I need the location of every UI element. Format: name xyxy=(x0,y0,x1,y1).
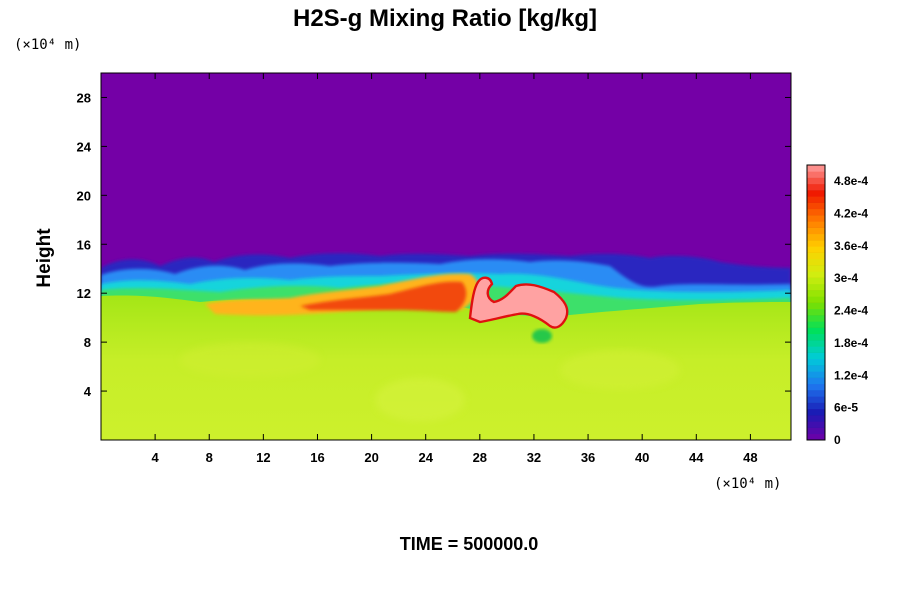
colorbar-segment xyxy=(807,346,825,353)
colorbar-segment xyxy=(807,258,825,266)
y-axis-unit-label: (×10⁴ m) xyxy=(14,37,81,53)
colorbar-segment xyxy=(807,402,825,410)
colorbar-segment xyxy=(807,302,825,310)
colorbar-frame xyxy=(806,164,826,441)
y-tick-label: 24 xyxy=(77,139,92,154)
colorbar: 0 6e-5 1.2e-4 1.8e-4 2.4e-4 3e-4 3.6e-4 4.2e-4 4… xyxy=(806,164,868,447)
x-tick-label: 28 xyxy=(473,450,487,465)
plot-frame xyxy=(100,72,792,441)
colorbar-segment xyxy=(807,390,825,397)
colorbar-segment xyxy=(807,408,825,416)
lower-atmosphere-region xyxy=(101,295,791,440)
x-tick-label: 32 xyxy=(527,450,541,465)
colorbar-segment xyxy=(807,427,825,435)
y-tick-label: 16 xyxy=(77,237,91,252)
colorbar-segment xyxy=(807,296,825,303)
y-tick-label: 20 xyxy=(77,188,91,203)
pink-plume xyxy=(468,276,569,329)
colorbar-segment xyxy=(807,365,825,372)
x-tick-label: 48 xyxy=(743,450,757,465)
colorbar-segment xyxy=(807,177,825,185)
colorbar-segment xyxy=(807,308,825,316)
y-axis-ticks: 4 8 12 16 20 24 28 xyxy=(77,90,791,399)
colorbar-tick-label: 2.4e-4 xyxy=(834,304,868,318)
colorbar-tick-label: 1.2e-4 xyxy=(834,368,868,382)
colorbar-segment xyxy=(807,165,825,172)
x-tick-label: 4 xyxy=(152,450,160,465)
colorbar-segment xyxy=(807,202,825,210)
colorbar-segment xyxy=(807,183,825,191)
colorbar-segment xyxy=(807,240,825,247)
colorbar-tick-label: 3.6e-4 xyxy=(834,239,868,253)
colorbar-segment xyxy=(807,233,825,241)
x-tick-label: 20 xyxy=(364,450,378,465)
colorbar-segment xyxy=(807,415,825,422)
colorbar-segment xyxy=(807,271,825,278)
colorbar-segment xyxy=(807,246,825,253)
colorbar-segment xyxy=(807,358,825,366)
x-tick-label: 44 xyxy=(689,450,704,465)
colorbar-segment xyxy=(807,421,825,428)
colorbar-segment xyxy=(807,221,825,228)
colorbar-segment xyxy=(807,265,825,272)
colorbar-segment xyxy=(807,371,825,378)
colorbar-segment xyxy=(807,396,825,403)
colorbar-segment xyxy=(807,252,825,260)
colorbar-segment xyxy=(807,190,825,197)
colorbar-segment xyxy=(807,215,825,222)
x-tick-label: 8 xyxy=(206,450,213,465)
colorbar-segment xyxy=(807,227,825,235)
colorbar-segment xyxy=(807,315,825,322)
colorbar-tick-label: 4.2e-4 xyxy=(834,207,868,221)
time-label: TIME = 500000.0 xyxy=(400,534,539,554)
chart-title: H2S-g Mixing Ratio [kg/kg] xyxy=(293,5,597,32)
colorbar-tick-label: 3e-4 xyxy=(834,271,858,285)
x-tick-label: 16 xyxy=(310,450,324,465)
colorbar-segment xyxy=(807,208,825,216)
colorbar-segment xyxy=(807,327,825,335)
y-tick-label: 8 xyxy=(84,335,91,350)
colorbar-segment xyxy=(807,383,825,391)
x-axis-unit-label: (×10⁴ m) xyxy=(714,476,781,492)
colorbar-segment xyxy=(807,377,825,385)
x-axis-ticks: 4 8 12 16 20 24 28 32 36 40 44 48 xyxy=(152,73,758,465)
colorbar-segment xyxy=(807,352,825,360)
colorbar-segment xyxy=(807,277,825,285)
x-tick-label: 12 xyxy=(256,450,270,465)
x-tick-label: 36 xyxy=(581,450,595,465)
y-tick-label: 12 xyxy=(77,286,91,301)
y-axis-title: Height xyxy=(34,228,55,288)
colorbar-segment xyxy=(807,171,825,178)
colorbar-tick-label: 4.8e-4 xyxy=(834,174,868,188)
y-tick-label: 4 xyxy=(84,384,92,399)
colorbar-tick-label: 1.8e-4 xyxy=(834,336,868,350)
colorbar-segment xyxy=(807,321,825,328)
y-tick-label: 28 xyxy=(77,90,91,105)
colorbar-segment xyxy=(807,290,825,297)
mixing-ratio-field xyxy=(101,73,791,440)
colorbar-segment xyxy=(807,196,825,203)
colorbar-tick-label: 6e-5 xyxy=(834,401,858,415)
x-tick-label: 40 xyxy=(635,450,649,465)
x-tick-label: 24 xyxy=(418,450,433,465)
colorbar-tick-label: 0 xyxy=(834,433,841,447)
colorbar-segment xyxy=(807,283,825,291)
colorbar-segment xyxy=(807,333,825,341)
red-band xyxy=(300,281,467,312)
colorbar-segment xyxy=(807,433,825,441)
colorbar-segment xyxy=(807,340,825,347)
